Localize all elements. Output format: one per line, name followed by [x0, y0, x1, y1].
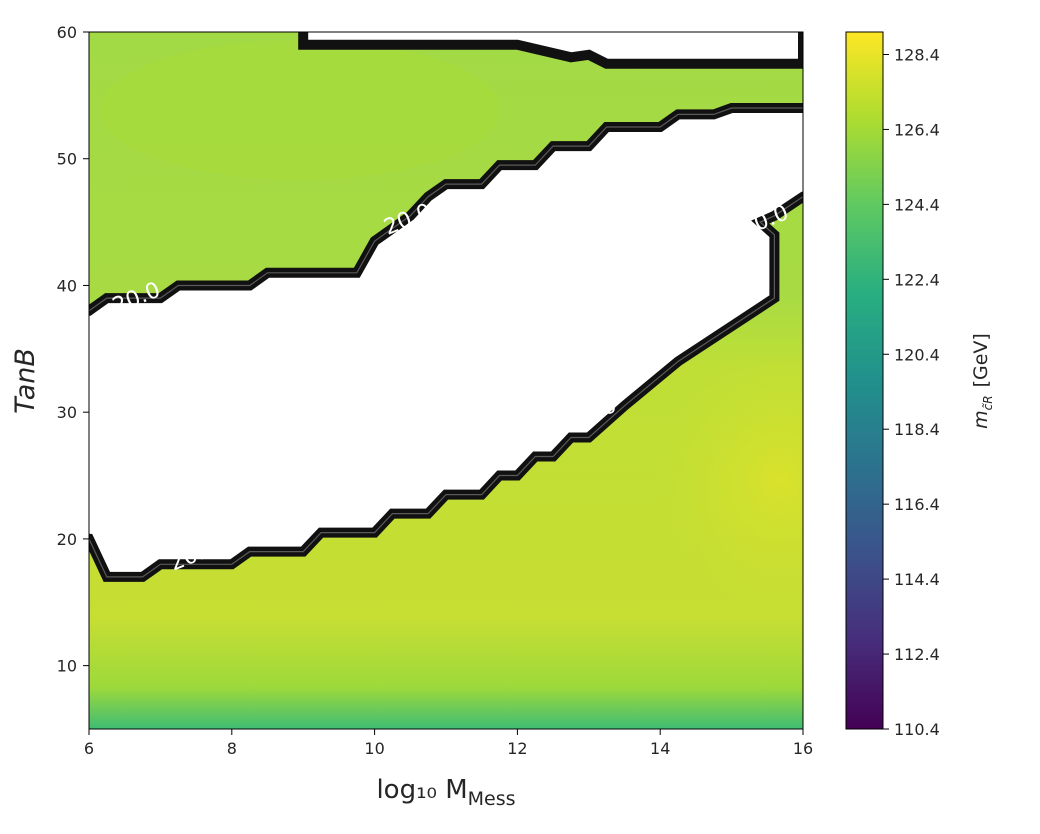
- y-tick-label: 40: [57, 276, 77, 295]
- x-axis: 6 8 10 12 14 16: [84, 729, 813, 758]
- y-tick-label: 30: [57, 403, 77, 422]
- colorbar-ticks: 110.4 112.4 114.4 116.4 118.4 120.4 122.4 124.4…: [883, 45, 940, 739]
- x-tick-label: 14: [650, 739, 670, 758]
- plot-frame: [88, 31, 804, 730]
- colorbar-tick-label: 124.4: [894, 195, 940, 214]
- contour-band-light: [100, 40, 500, 180]
- colorbar-tick-label: 112.4: [894, 645, 940, 664]
- colorbar-label: mc̃R[GeV]: [970, 333, 995, 429]
- colorbar-tick-label: 126.4: [894, 120, 940, 139]
- contour-lines-inner: [89, 107, 803, 578]
- y-tick-label: 60: [57, 23, 77, 42]
- x-tick-label: 16: [793, 739, 813, 758]
- colorbar-gradient-bar: [845, 31, 884, 730]
- y-tick-label: 10: [57, 657, 77, 676]
- y-axis-label: TanB: [10, 348, 41, 414]
- contour-hotspot: [660, 350, 803, 610]
- colorbar-tick-label: 114.4: [894, 570, 940, 589]
- colorbar-tick-label: 110.4: [894, 720, 940, 739]
- y-tick-label: 50: [57, 150, 77, 169]
- excluded-region-top: [298, 32, 803, 69]
- colorbar-tick-label: 120.4: [894, 345, 940, 364]
- x-axis-label: log₁₀ MMess: [376, 775, 515, 810]
- colorbar-tick-label: 116.4: [894, 495, 940, 514]
- x-tick-label: 12: [507, 739, 527, 758]
- y-tick-label: 20: [57, 530, 77, 549]
- colorbar-tick-label: 128.4: [894, 45, 940, 64]
- y-axis: 10 20 30 40 50 60: [57, 23, 89, 676]
- colorbar-tick-label: 118.4: [894, 420, 940, 439]
- x-tick-label: 8: [227, 739, 237, 758]
- x-tick-label: 10: [364, 739, 384, 758]
- colorbar-tick-label: 122.4: [894, 270, 940, 289]
- x-tick-label: 6: [84, 739, 94, 758]
- colorbar: 110.4 112.4 114.4 116.4 118.4 120.4 122.4 124.4…: [845, 31, 995, 739]
